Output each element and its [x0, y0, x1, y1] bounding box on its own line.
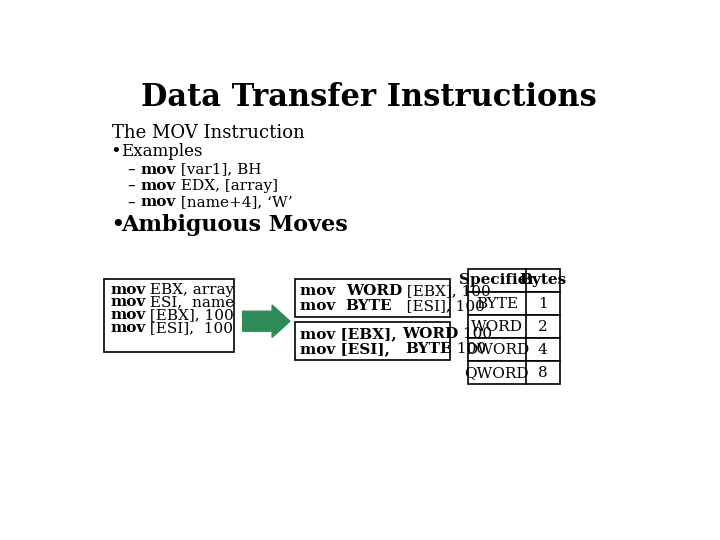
FancyBboxPatch shape — [468, 338, 559, 361]
FancyBboxPatch shape — [104, 279, 234, 352]
Text: mov [EBX],: mov [EBX], — [300, 327, 402, 341]
FancyBboxPatch shape — [468, 292, 559, 315]
Text: BYTE: BYTE — [346, 299, 392, 313]
FancyBboxPatch shape — [295, 279, 451, 318]
Text: [EBX], 100: [EBX], 100 — [402, 284, 491, 298]
Text: The MOV Instruction: The MOV Instruction — [112, 124, 305, 141]
Text: ESI,  name: ESI, name — [145, 295, 235, 309]
Text: 100: 100 — [458, 327, 492, 341]
Text: Bytes: Bytes — [519, 273, 566, 287]
Text: mov: mov — [300, 284, 346, 298]
Text: Data Transfer Instructions: Data Transfer Instructions — [141, 82, 597, 113]
FancyBboxPatch shape — [468, 269, 559, 292]
FancyBboxPatch shape — [295, 322, 451, 361]
Text: WORD: WORD — [402, 327, 458, 341]
Text: Specifier: Specifier — [459, 273, 535, 287]
Text: 4: 4 — [538, 343, 547, 357]
Text: –: – — [127, 162, 135, 177]
Text: [ESI], 100: [ESI], 100 — [392, 299, 485, 313]
Text: mov: mov — [110, 308, 145, 322]
Text: 1: 1 — [538, 296, 547, 310]
Text: DWORD: DWORD — [464, 343, 529, 357]
Text: BYTE: BYTE — [476, 296, 518, 310]
Text: mov: mov — [300, 299, 346, 313]
Text: WORD: WORD — [346, 284, 402, 298]
Text: –: – — [127, 194, 135, 210]
FancyBboxPatch shape — [468, 361, 559, 384]
Text: [var1], BH: [var1], BH — [176, 163, 261, 177]
Text: mov: mov — [140, 179, 176, 193]
Text: [ESI],  100: [ESI], 100 — [145, 321, 233, 335]
Text: •: • — [110, 142, 121, 160]
Text: 100: 100 — [452, 342, 487, 356]
Text: mov [ESI],: mov [ESI], — [300, 342, 405, 356]
Text: EDX, [array]: EDX, [array] — [176, 179, 278, 193]
Text: mov: mov — [140, 163, 176, 177]
Text: WORD: WORD — [471, 320, 523, 334]
Text: BYTE: BYTE — [405, 342, 452, 356]
Polygon shape — [243, 305, 290, 338]
Text: 8: 8 — [538, 366, 547, 380]
Text: •: • — [110, 213, 125, 237]
Text: mov: mov — [110, 282, 145, 296]
Text: Examples: Examples — [121, 143, 202, 159]
Text: [name+4], ‘W’: [name+4], ‘W’ — [176, 195, 292, 209]
Text: mov: mov — [110, 321, 145, 335]
Text: [EBX], 100: [EBX], 100 — [145, 308, 234, 322]
Text: Ambiguous Moves: Ambiguous Moves — [121, 214, 348, 236]
Text: 2: 2 — [538, 320, 547, 334]
Text: mov: mov — [110, 295, 145, 309]
Text: EBX, array: EBX, array — [145, 282, 235, 296]
Text: mov: mov — [140, 195, 176, 209]
Text: –: – — [127, 178, 135, 193]
Text: QWORD: QWORD — [464, 366, 529, 380]
FancyBboxPatch shape — [468, 315, 559, 338]
